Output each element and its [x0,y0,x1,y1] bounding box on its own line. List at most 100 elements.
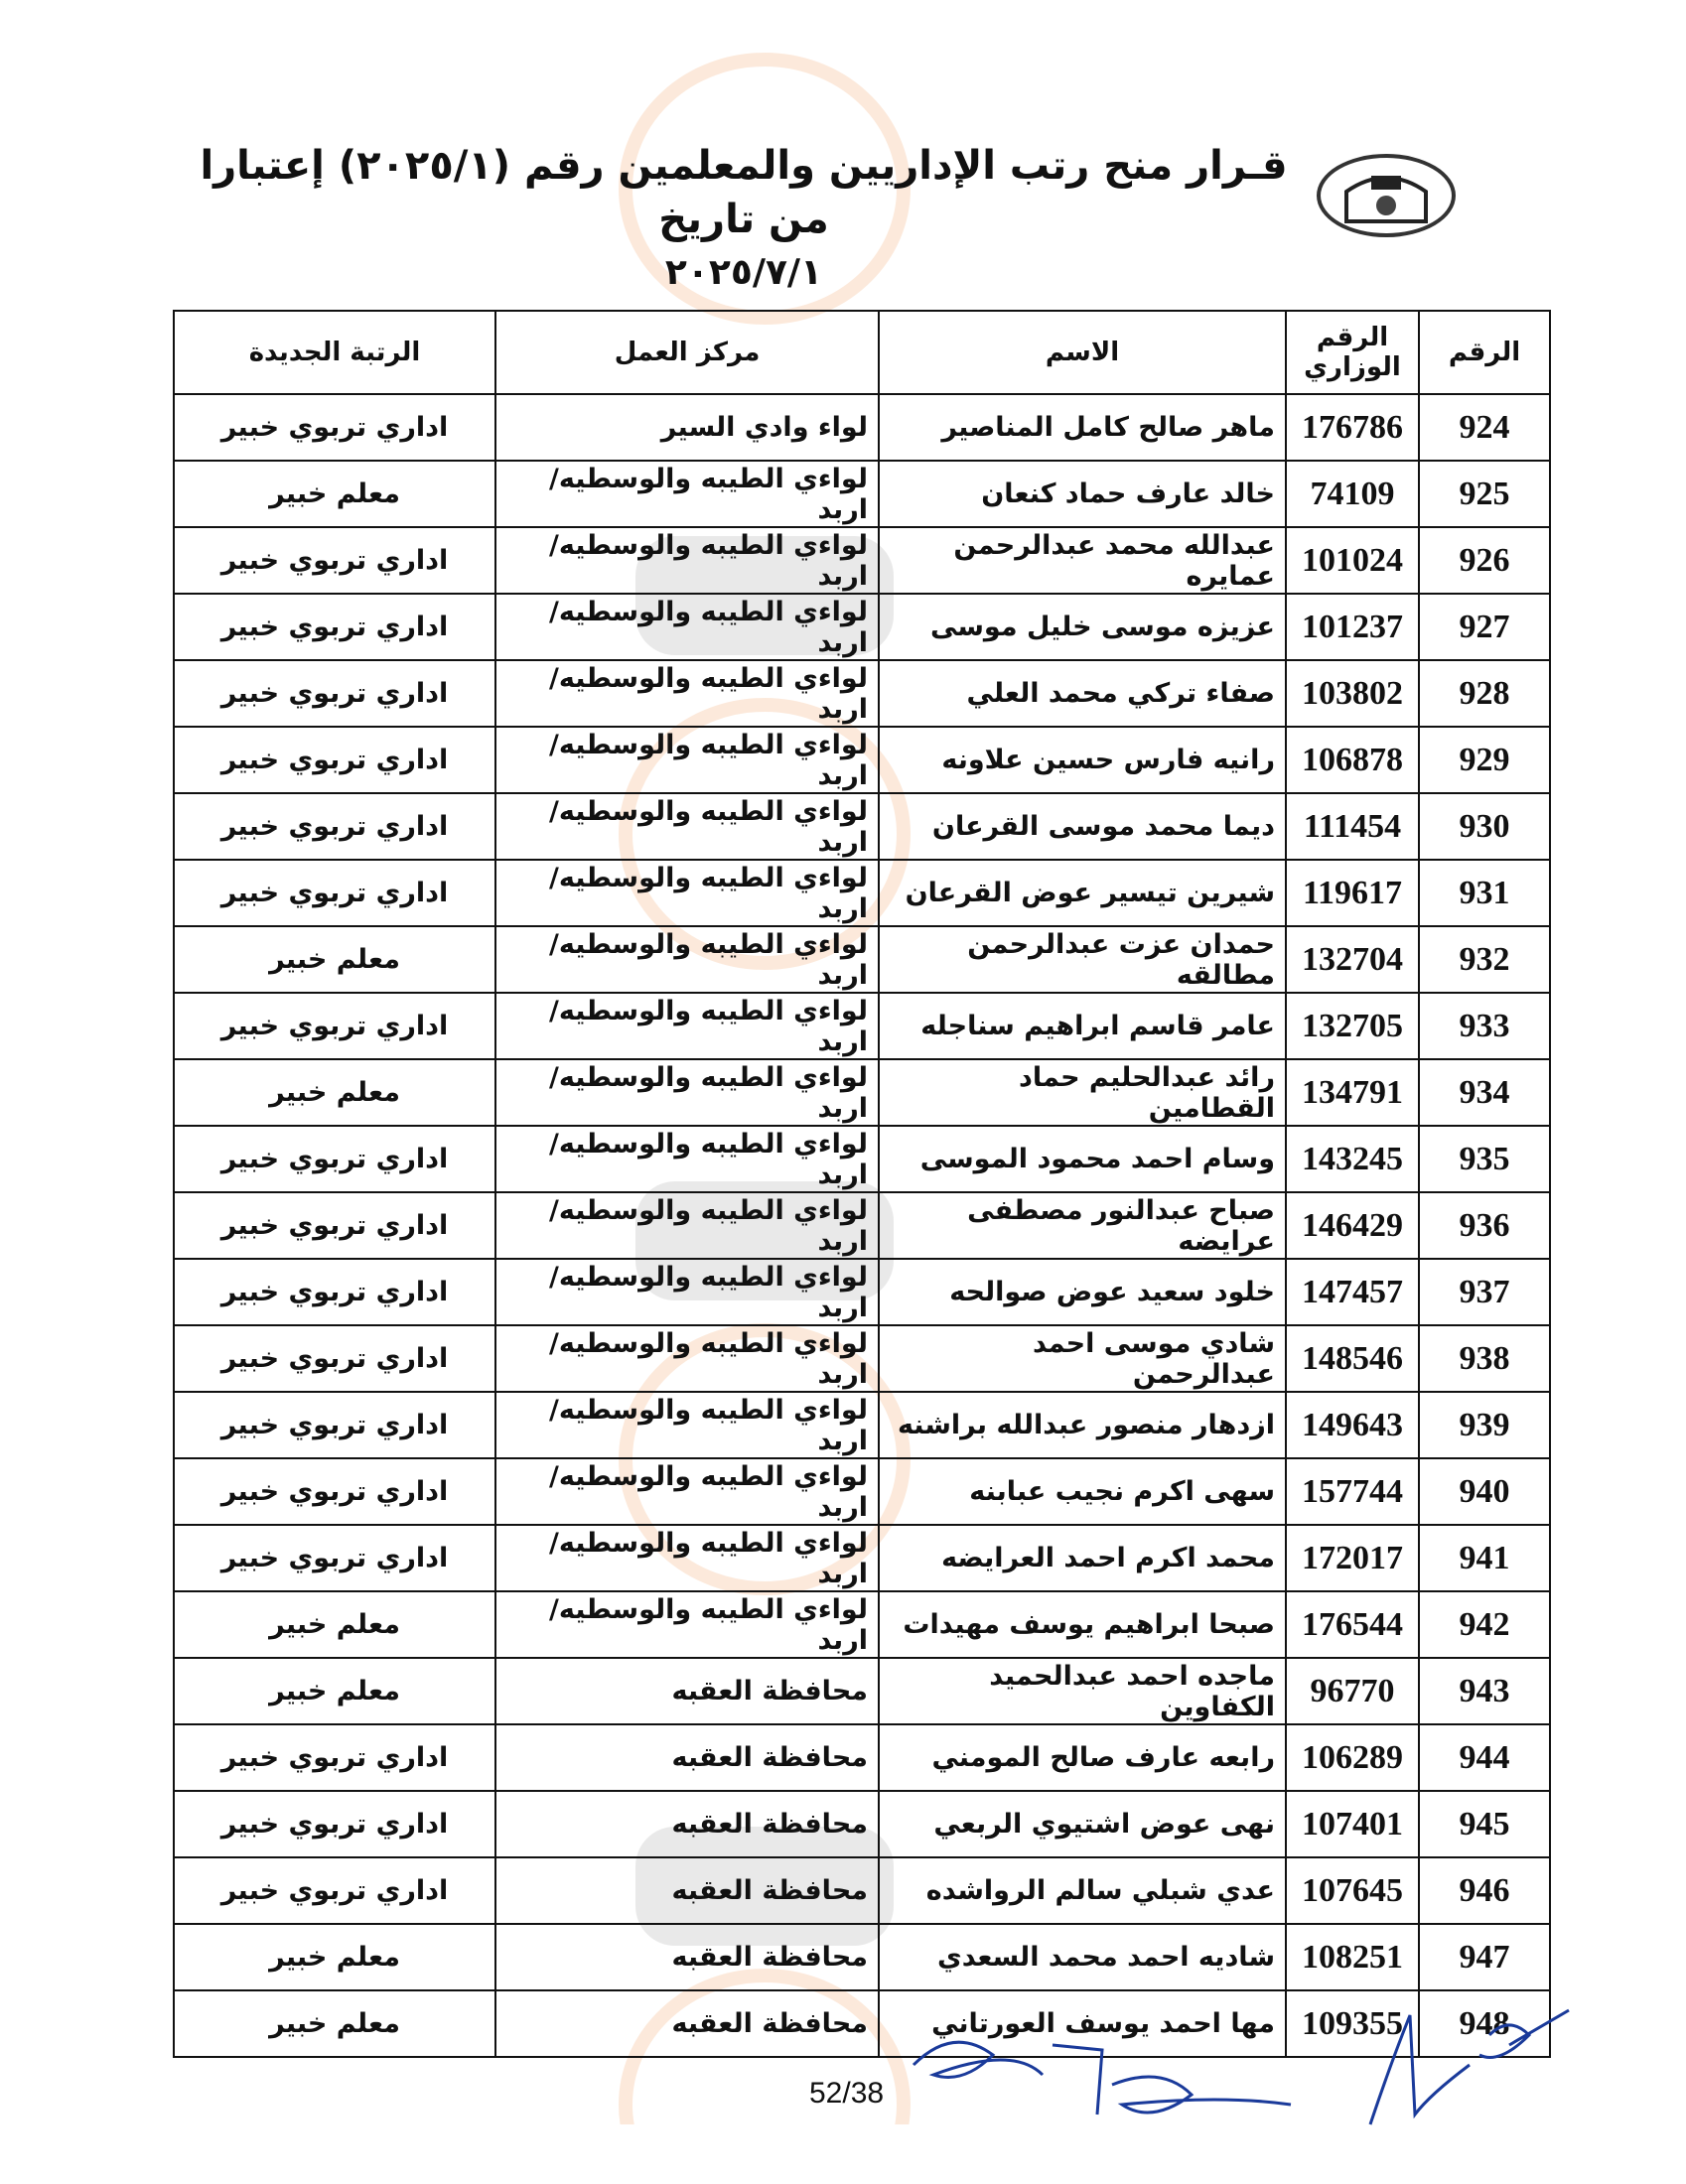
row-number: 938 [1418,1324,1551,1393]
table-row: 937 147457 خلود سعيد عوض صوالحه لواءي الطيب… [173,1258,1551,1326]
ministry-number: 106878 [1285,726,1420,794]
workplace: لواءي الطيبه والوسطيه/اربد [494,925,880,994]
row-number: 928 [1418,659,1551,728]
table-row: 946 107645 عدي شبلي سالم الرواشده محافظة ال… [173,1856,1551,1925]
new-rank: اداري تربوي خبير [173,1790,496,1858]
ministry-number: 108251 [1285,1923,1420,1991]
employee-name: ماهر صالح كامل المناصير [878,393,1287,462]
ministry-number: 103802 [1285,659,1420,728]
table-row: 944 106289 رابعه عارف صالح المومني محافظة ا… [173,1723,1551,1792]
workplace: محافظة العقبه [494,1723,880,1792]
row-number: 937 [1418,1258,1551,1326]
new-rank: اداري تربوي خبير [173,1191,496,1260]
row-number: 939 [1418,1391,1551,1459]
ministry-number: 107645 [1285,1856,1420,1925]
row-number: 925 [1418,460,1551,528]
workplace: محافظة العقبه [494,1657,880,1725]
employee-name: ماجده احمد عبدالحميد الكفاوين [878,1657,1287,1725]
ministry-number: 149643 [1285,1391,1420,1459]
row-number: 936 [1418,1191,1551,1260]
crown-emblem-icon [1344,176,1428,223]
workplace: لواءي الطيبه والوسطيه/اربد [494,1457,880,1526]
table-row: 939 149643 ازدهار منصور عبدالله براشنه لواء… [173,1391,1551,1459]
workplace: محافظة العقبه [494,1790,880,1858]
employee-name: شيرين تيسير عوض القرعان [878,859,1287,927]
row-number: 944 [1418,1723,1551,1792]
new-rank: اداري تربوي خبير [173,1457,496,1526]
promotions-table: الرقم الرقم الوزاري الاسم مركز العمل الر… [173,310,1551,2058]
col-new-rank: الرتبة الجديدة [173,310,496,395]
ministry-number: 132704 [1285,925,1420,994]
ministry-number: 106289 [1285,1723,1420,1792]
col-name: الاسم [878,310,1287,395]
workplace: لواءي الطيبه والوسطيه/اربد [494,792,880,861]
employee-name: سهى اكرم نجيب عبابنه [878,1457,1287,1526]
employee-name: رائد عبدالحليم حماد القطامين [878,1058,1287,1127]
ministry-logo [1317,154,1456,237]
table-header-row: الرقم الرقم الوزاري الاسم مركز العمل الر… [173,310,1551,395]
table-row: 926 101024 عبدالله محمد عبدالرحمن عمايره لو… [173,526,1551,595]
employee-name: محمد اكرم احمد العرايضه [878,1524,1287,1592]
row-number: 942 [1418,1590,1551,1659]
employee-name: ازدهار منصور عبدالله براشنه [878,1391,1287,1459]
workplace: لواءي الطيبه والوسطيه/اربد [494,992,880,1060]
ministry-number: 176544 [1285,1590,1420,1659]
document-body: قـرار منح رتب الإداريين والمعلمين رقم (٢… [173,139,1551,2058]
workplace: لواءي الطيبه والوسطيه/اربد [494,726,880,794]
table-row: 935 143245 وسام احمد محمود الموسى لواءي الط… [173,1125,1551,1193]
table-row: 945 107401 نهى عوض اشتيوي الربعي محافظة الع… [173,1790,1551,1858]
new-rank: اداري تربوي خبير [173,992,496,1060]
ministry-number: 132705 [1285,992,1420,1060]
new-rank: اداري تربوي خبير [173,1391,496,1459]
workplace: لواءي الطيبه والوسطيه/اربد [494,1125,880,1193]
workplace: محافظة العقبه [494,1856,880,1925]
row-number: 946 [1418,1856,1551,1925]
workplace: لواءي الطيبه والوسطيه/اربد [494,1058,880,1127]
employee-name: شادي موسى احمد عبدالرحمن [878,1324,1287,1393]
new-rank: معلم خبير [173,1058,496,1127]
row-number: 934 [1418,1058,1551,1127]
employee-name: صفاء تركي محمد العلي [878,659,1287,728]
ministry-number: 147457 [1285,1258,1420,1326]
workplace: لواءي الطيبه والوسطيه/اربد [494,659,880,728]
ministry-number: 101237 [1285,593,1420,661]
table-row: 924 176786 ماهر صالح كامل المناصير لواء واد… [173,393,1551,462]
new-rank: اداري تربوي خبير [173,1324,496,1393]
row-number: 930 [1418,792,1551,861]
employee-name: صبحا ابراهيم يوسف مهيدات [878,1590,1287,1659]
row-number: 947 [1418,1923,1551,1991]
ministry-number: 148546 [1285,1324,1420,1393]
table-row: 928 103802 صفاء تركي محمد العلي لواءي الطيب… [173,659,1551,728]
ministry-number: 96770 [1285,1657,1420,1725]
workplace: محافظة العقبه [494,1923,880,1991]
ministry-number: 119617 [1285,859,1420,927]
new-rank: اداري تربوي خبير [173,1856,496,1925]
document-header: قـرار منح رتب الإداريين والمعلمين رقم (٢… [193,139,1295,296]
workplace: لواءي الطيبه والوسطيه/اربد [494,1324,880,1393]
signatures [912,2008,1570,2125]
col-number: الرقم [1418,310,1551,395]
new-rank: اداري تربوي خبير [173,859,496,927]
new-rank: اداري تربوي خبير [173,1125,496,1193]
row-number: 931 [1418,859,1551,927]
workplace: لواءي الطيبه والوسطيه/اربد [494,1191,880,1260]
employee-name: صباح عبدالنور مصطفى عرايضه [878,1191,1287,1260]
employee-name: رابعه عارف صالح المومني [878,1723,1287,1792]
employee-name: رانيه فارس حسين علاونه [878,726,1287,794]
workplace: لواءي الطيبه والوسطيه/اربد [494,1391,880,1459]
workplace: لواءي الطيبه والوسطيه/اربد [494,1524,880,1592]
table-row: 943 96770 ماجده احمد عبدالحميد الكفاوين محا… [173,1657,1551,1725]
new-rank: معلم خبير [173,1657,496,1725]
employee-name: عبدالله محمد عبدالرحمن عمايره [878,526,1287,595]
new-rank: اداري تربوي خبير [173,593,496,661]
row-number: 943 [1418,1657,1551,1725]
employee-name: خلود سعيد عوض صوالحه [878,1258,1287,1326]
table-row: 929 106878 رانيه فارس حسين علاونه لواءي الط… [173,726,1551,794]
table-row: 938 148546 شادي موسى احمد عبدالرحمن لواءي ا… [173,1324,1551,1393]
ministry-number: 176786 [1285,393,1420,462]
ministry-number: 107401 [1285,1790,1420,1858]
employee-name: نهى عوض اشتيوي الربعي [878,1790,1287,1858]
row-number: 932 [1418,925,1551,994]
employee-name: عزيزه موسى خليل موسى [878,593,1287,661]
table-row: 947 108251 شاديه احمد محمد السعدي محافظة ال… [173,1923,1551,1991]
